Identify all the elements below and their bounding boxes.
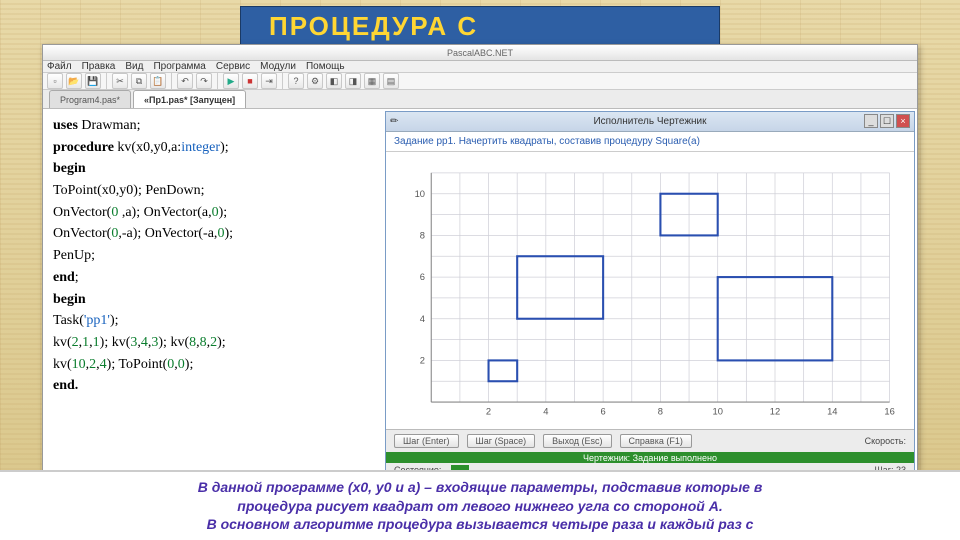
drawman-task: Задание pp1. Начертить квадраты, состави…	[386, 132, 914, 152]
tab-program4[interactable]: Program4.pas*	[49, 90, 131, 108]
toolbar: ▫ 📂 💾 ✂ ⧉ 📋 ↶ ↷ ▶ ■ ⇥ ? ⚙ ◧ ◨ ▦ ▤	[43, 73, 917, 90]
svg-text:14: 14	[827, 407, 837, 417]
maximize-icon[interactable]: ☐	[880, 114, 894, 128]
tb-run-icon[interactable]: ▶	[223, 73, 239, 89]
svg-text:10: 10	[712, 407, 722, 417]
tb-paste-icon[interactable]: 📋	[150, 73, 166, 89]
tb-stop-icon[interactable]: ■	[242, 73, 258, 89]
svg-text:4: 4	[543, 407, 548, 417]
workspace: uses Drawman; procedure kv(x0,y0,a:integ…	[43, 109, 917, 480]
tb-redo-icon[interactable]: ↷	[196, 73, 212, 89]
tabbar: Program4.pas* «Пр1.pas* [Запущен]	[43, 90, 917, 109]
menu-service[interactable]: Сервис	[216, 61, 250, 72]
drawman-title: ✏ Исполнитель Чертежник _ ☐ ×	[386, 112, 914, 132]
tb-cut-icon[interactable]: ✂	[112, 73, 128, 89]
tb-copy-icon[interactable]: ⧉	[131, 73, 147, 89]
tb-open-icon[interactable]: 📂	[66, 73, 82, 89]
drawman-canvas: 2 4 6 8 10 12 14 16 2 4 6 8 10	[386, 152, 914, 429]
menubar: Файл Правка Вид Программа Сервис Модули …	[43, 61, 917, 73]
tab-pp1[interactable]: «Пр1.pas* [Запущен]	[133, 90, 246, 108]
btn-help[interactable]: Справка (F1)	[620, 434, 692, 448]
tb-icon[interactable]: ◨	[345, 73, 361, 89]
svg-text:16: 16	[884, 407, 894, 417]
tb-sep	[217, 73, 218, 89]
menu-file[interactable]: Файл	[47, 61, 72, 72]
tb-undo-icon[interactable]: ↶	[177, 73, 193, 89]
tb-sep	[282, 73, 283, 89]
drawman-window: ✏ Исполнитель Чертежник _ ☐ × Задание pp…	[385, 111, 915, 478]
tb-sep	[171, 73, 172, 89]
tb-sep	[106, 73, 107, 89]
svg-text:2: 2	[420, 356, 425, 366]
btn-step-space[interactable]: Шаг (Space)	[467, 434, 536, 448]
tb-icon[interactable]: ◧	[326, 73, 342, 89]
tb-new-icon[interactable]: ▫	[47, 73, 63, 89]
tb-icon[interactable]: ▤	[383, 73, 399, 89]
btn-step-enter[interactable]: Шаг (Enter)	[394, 434, 459, 448]
tb-icon[interactable]: ?	[288, 73, 304, 89]
close-icon[interactable]: ×	[896, 114, 910, 128]
svg-text:8: 8	[420, 231, 425, 241]
svg-text:8: 8	[658, 407, 663, 417]
ide-titlebar: PascalABC.NET	[43, 45, 917, 61]
svg-text:6: 6	[420, 272, 425, 282]
tb-save-icon[interactable]: 💾	[85, 73, 101, 89]
tb-step-icon[interactable]: ⇥	[261, 73, 277, 89]
slide-caption: В данной программе (x0, y0 и a) – входящ…	[0, 470, 960, 540]
chart-svg: 2 4 6 8 10 12 14 16 2 4 6 8 10	[400, 160, 900, 425]
menu-help[interactable]: Помощь	[306, 61, 345, 72]
speed-label: Скорость:	[865, 436, 906, 446]
svg-text:12: 12	[770, 407, 780, 417]
code-editor[interactable]: uses Drawman; procedure kv(x0,y0,a:integ…	[43, 109, 383, 480]
svg-text:10: 10	[415, 189, 425, 199]
tb-icon[interactable]: ⚙	[307, 73, 323, 89]
menu-program[interactable]: Программа	[153, 61, 205, 72]
menu-view[interactable]: Вид	[125, 61, 143, 72]
minimize-icon[interactable]: _	[864, 114, 878, 128]
menu-edit[interactable]: Правка	[82, 61, 116, 72]
tb-icon[interactable]: ▦	[364, 73, 380, 89]
svg-text:6: 6	[601, 407, 606, 417]
ide-window: PascalABC.NET Файл Правка Вид Программа …	[42, 44, 918, 470]
drawman-app-icon: ✏	[390, 116, 398, 127]
menu-modules[interactable]: Модули	[260, 61, 296, 72]
svg-text:2: 2	[486, 407, 491, 417]
drawman-status: Чертежник: Задание выполнено	[386, 452, 914, 463]
btn-exit[interactable]: Выход (Esc)	[543, 434, 611, 448]
svg-text:4: 4	[420, 314, 425, 324]
